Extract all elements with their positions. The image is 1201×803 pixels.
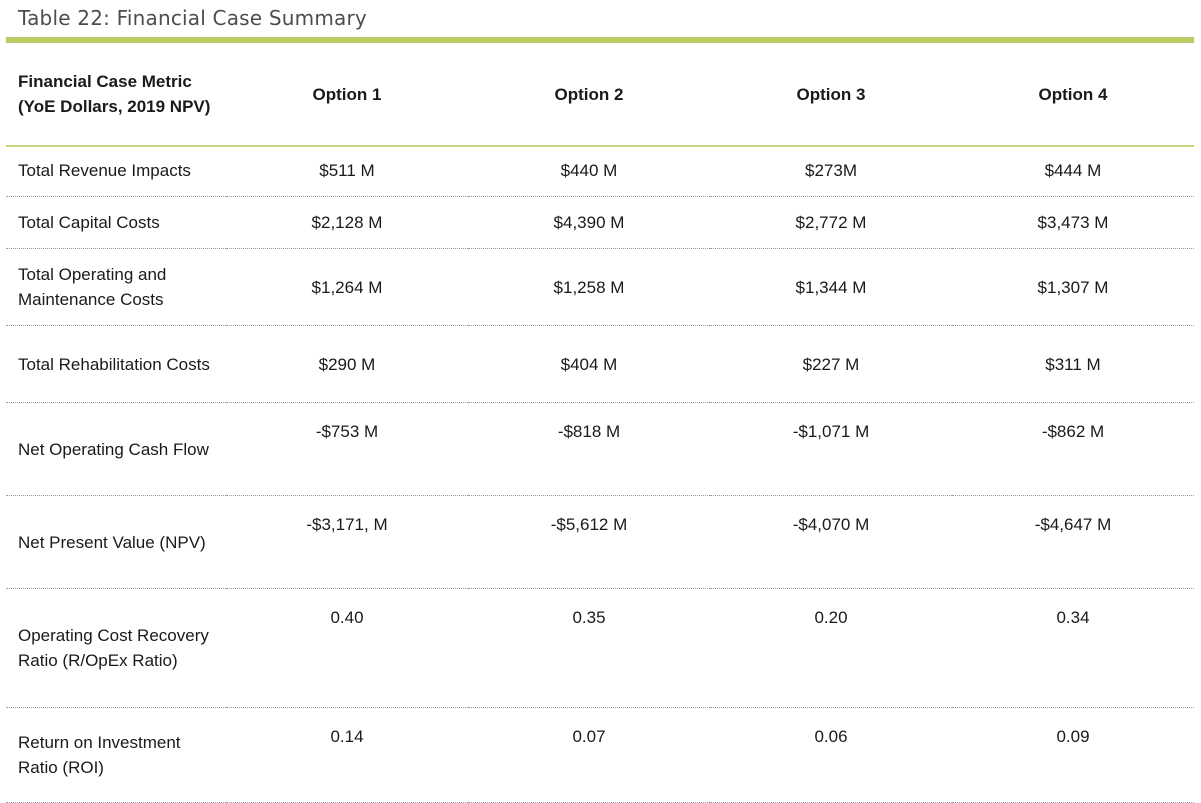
header-divider-rule bbox=[6, 145, 1194, 147]
cell-value: $1,344 M bbox=[710, 248, 952, 326]
cell-value: -$4,647 M bbox=[952, 495, 1194, 589]
cell-value: -$1,071 M bbox=[710, 402, 952, 496]
cell-value: $511 M bbox=[226, 145, 468, 197]
row-label: Total Operating and Maintenance Costs bbox=[6, 248, 226, 326]
row-label: Total Rehabilitation Costs bbox=[6, 325, 226, 403]
cell-value: $1,258 M bbox=[468, 248, 710, 326]
cell-value: $273M bbox=[710, 145, 952, 197]
table-row: Total Revenue Impacts $511 M $440 M $273… bbox=[6, 145, 1194, 197]
cell-value: $2,772 M bbox=[710, 196, 952, 249]
table-row: Total Rehabilitation Costs $290 M $404 M… bbox=[6, 325, 1194, 403]
table-row: Total Capital Costs $2,128 M $4,390 M $2… bbox=[6, 196, 1194, 249]
cell-value: $227 M bbox=[710, 325, 952, 403]
cell-value: -$753 M bbox=[226, 402, 468, 496]
cell-value: $2,128 M bbox=[226, 196, 468, 249]
cell-value: $311 M bbox=[952, 325, 1194, 403]
table-row: Operating Cost Recovery Ratio (R/OpEx Ra… bbox=[6, 588, 1194, 708]
table-row: Total Operating and Maintenance Costs $1… bbox=[6, 248, 1194, 326]
cell-value: 0.09 bbox=[952, 707, 1194, 803]
table-row: Return on Investment Ratio (ROI) 0.14 0.… bbox=[6, 707, 1194, 803]
cell-value: 0.20 bbox=[710, 588, 952, 708]
cell-value: $440 M bbox=[468, 145, 710, 197]
financial-case-table: Financial Case Metric (YoE Dollars, 2019… bbox=[6, 43, 1194, 803]
cell-value: 0.34 bbox=[952, 588, 1194, 708]
cell-value: 0.40 bbox=[226, 588, 468, 708]
document-page: Table 22: Financial Case Summary Financi… bbox=[6, 6, 1194, 803]
cell-value: -$4,070 M bbox=[710, 495, 952, 589]
cell-value: $3,473 M bbox=[952, 196, 1194, 249]
cell-value: 0.06 bbox=[710, 707, 952, 803]
table-caption: Table 22: Financial Case Summary bbox=[18, 6, 367, 30]
header-metric: Financial Case Metric (YoE Dollars, 2019… bbox=[18, 72, 211, 116]
cell-value: $4,390 M bbox=[468, 196, 710, 249]
row-label: Net Operating Cash Flow bbox=[6, 402, 226, 496]
header-option-1: Option 1 bbox=[312, 84, 382, 104]
cell-value: $1,307 M bbox=[952, 248, 1194, 326]
cell-value: $290 M bbox=[226, 325, 468, 403]
cell-value: -$5,612 M bbox=[468, 495, 710, 589]
top-accent-rule bbox=[6, 37, 1194, 43]
cell-value: -$3,171, M bbox=[226, 495, 468, 589]
cell-value: 0.14 bbox=[226, 707, 468, 803]
header-option-2: Option 2 bbox=[554, 84, 624, 104]
row-label: Net Present Value (NPV) bbox=[6, 495, 226, 589]
row-label: Total Revenue Impacts bbox=[6, 145, 226, 197]
header-option-4: Option 4 bbox=[1038, 84, 1108, 104]
header-option-3: Option 3 bbox=[796, 84, 866, 104]
cell-value: 0.35 bbox=[468, 588, 710, 708]
cell-value: -$818 M bbox=[468, 402, 710, 496]
cell-value: -$862 M bbox=[952, 402, 1194, 496]
row-label: Operating Cost Recovery Ratio (R/OpEx Ra… bbox=[6, 588, 226, 708]
cell-value: 0.07 bbox=[468, 707, 710, 803]
table-body: Total Revenue Impacts $511 M $440 M $273… bbox=[6, 145, 1194, 803]
row-label: Return on Investment Ratio (ROI) bbox=[6, 707, 226, 803]
cell-value: $444 M bbox=[952, 145, 1194, 197]
table-row: Net Present Value (NPV) -$3,171, M -$5,6… bbox=[6, 495, 1194, 589]
cell-value: $1,264 M bbox=[226, 248, 468, 326]
row-label: Total Capital Costs bbox=[6, 196, 226, 249]
cell-value: $404 M bbox=[468, 325, 710, 403]
table-row: Net Operating Cash Flow -$753 M -$818 M … bbox=[6, 402, 1194, 496]
table-header: Financial Case Metric (YoE Dollars, 2019… bbox=[6, 43, 1194, 145]
